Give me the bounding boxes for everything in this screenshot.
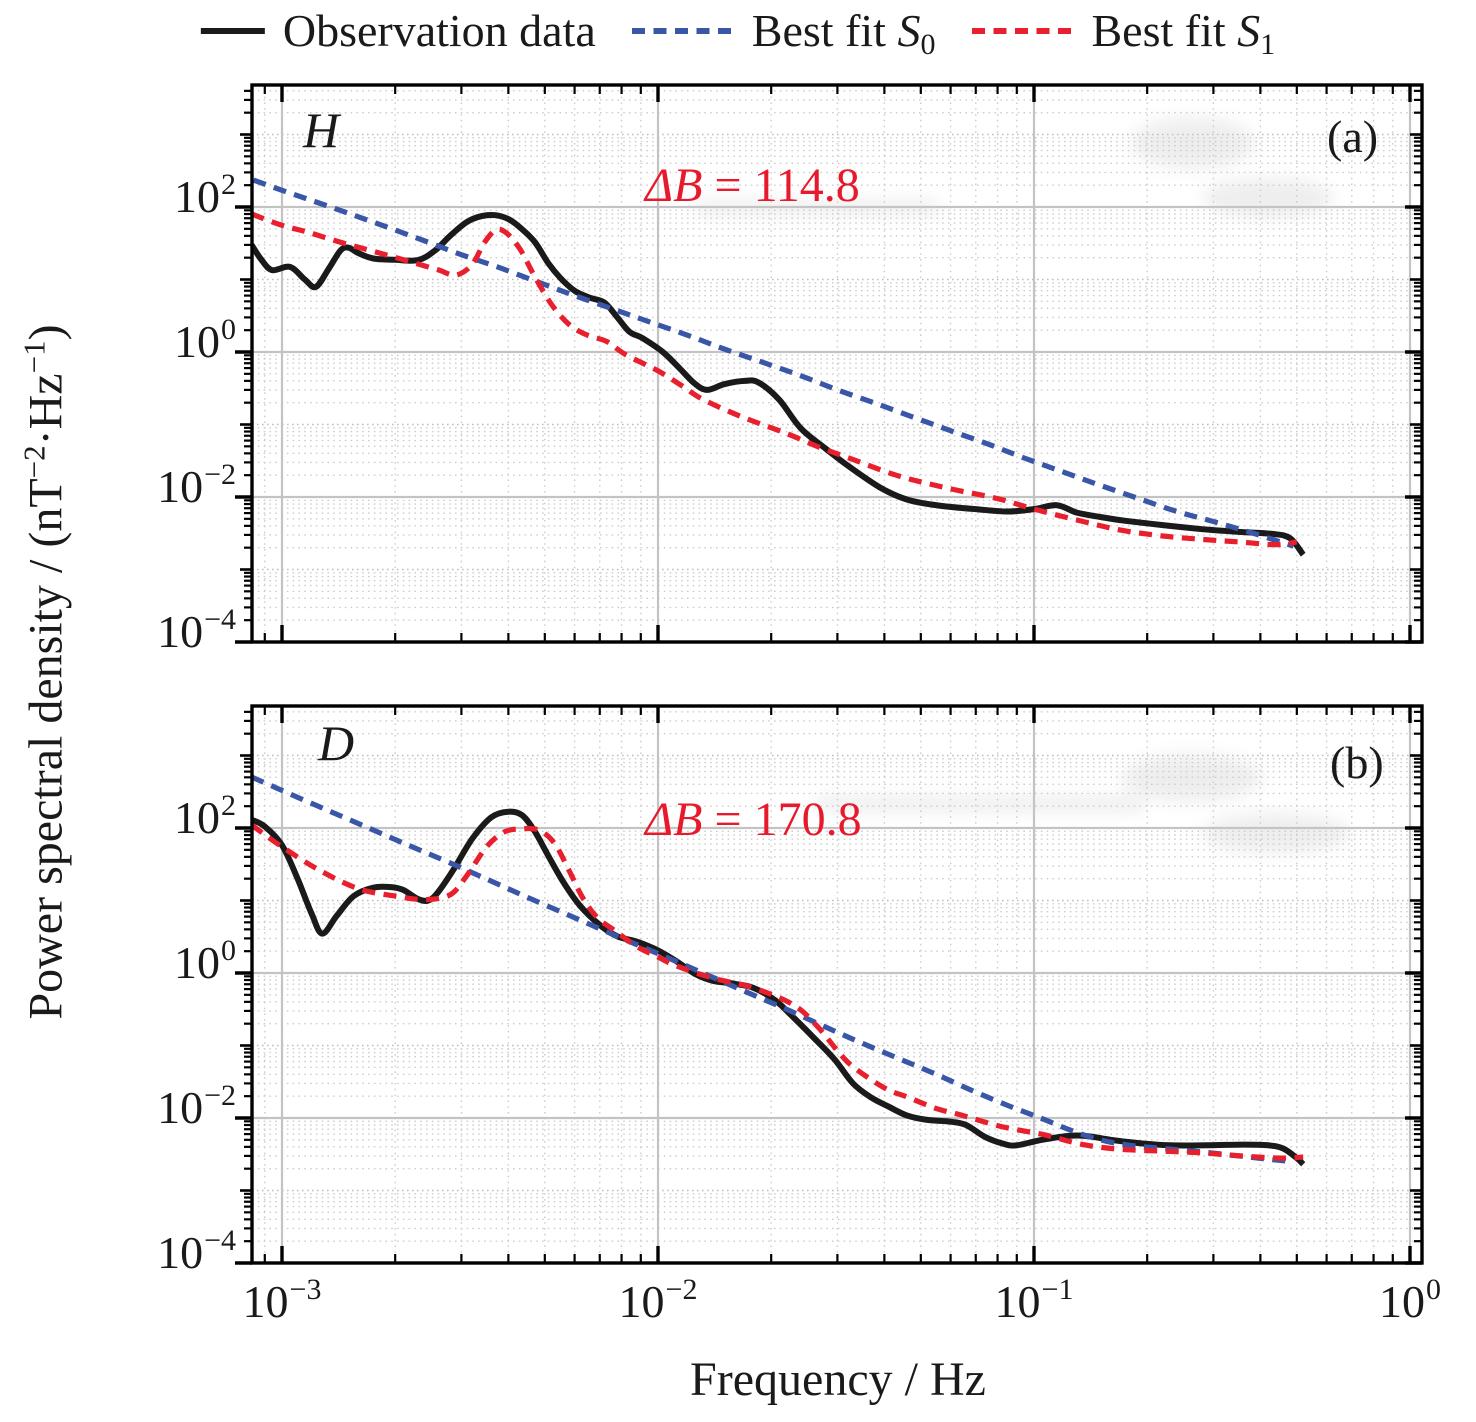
series-group-a bbox=[253, 177, 1306, 557]
smudge-artifacts-b bbox=[815, 754, 1350, 853]
y-tick-label-b-0: 102 bbox=[174, 789, 236, 843]
legend-item-best-fit-s0: Best fit S0 bbox=[631, 4, 936, 62]
component-label-d: D bbox=[318, 715, 355, 771]
legend-label-best-fit-s0: Best fit S0 bbox=[751, 5, 936, 62]
panel-letter-a: (a) bbox=[1327, 111, 1379, 162]
legend-dashed-line-red-icon bbox=[971, 27, 1074, 34]
odd-decade-grid-b bbox=[252, 754, 1422, 1192]
series-observation-data-b bbox=[253, 808, 1306, 1167]
x-axis-title: Frequency / Hz bbox=[690, 1353, 986, 1406]
x-tick-label-3: 100 bbox=[1379, 1273, 1441, 1327]
legend-label-best-fit-s1: Best fit S1 bbox=[1091, 5, 1276, 62]
legend-solid-line-icon bbox=[200, 27, 265, 34]
delta-b-annotation-a: ΔB = 114.8 bbox=[645, 159, 860, 212]
legend: Observation data Best fit S0 Best fit S1 bbox=[200, 4, 1276, 62]
component-label-h: H bbox=[303, 102, 340, 158]
y-tick-label-a-1: 100 bbox=[174, 313, 236, 367]
panel-b bbox=[235, 704, 1424, 1265]
panel-a bbox=[235, 83, 1424, 644]
legend-label-observation: Observation data bbox=[282, 5, 596, 56]
delta-b-annotation-b: ΔB = 170.8 bbox=[645, 793, 862, 846]
x-tick-label-1: 10−2 bbox=[618, 1273, 698, 1327]
series-best-fit-s1-b bbox=[253, 822, 1304, 1161]
y-tick-label-b-3: 10−4 bbox=[157, 1224, 236, 1278]
panel-letter-b: (b) bbox=[1330, 737, 1384, 788]
legend-dashed-line-blue-icon bbox=[631, 27, 734, 34]
y-tick-label-a-0: 102 bbox=[174, 168, 236, 222]
y-axis-title: Power spectral density / (nT−2·Hz−1) bbox=[16, 324, 73, 1020]
x-tick-label-2: 10−1 bbox=[994, 1273, 1074, 1327]
y-tick-label-a-3: 10−4 bbox=[157, 603, 236, 657]
series-group-b bbox=[253, 774, 1306, 1167]
y-tick-label-b-2: 10−2 bbox=[157, 1079, 236, 1133]
legend-item-best-fit-s1: Best fit S1 bbox=[971, 4, 1276, 62]
series-observation-data-a bbox=[253, 211, 1306, 557]
ticks-b bbox=[235, 706, 1422, 1265]
y-tick-label-b-1: 100 bbox=[174, 934, 236, 988]
x-tick-label-0: 10−3 bbox=[242, 1273, 322, 1327]
smudge-artifacts-a bbox=[695, 117, 1334, 218]
series-best-fit-s0-a bbox=[253, 177, 1295, 549]
series-best-fit-s1-a bbox=[253, 211, 1298, 548]
odd-decade-grid-a bbox=[252, 133, 1422, 571]
series-best-fit-s0-b bbox=[253, 774, 1294, 1165]
legend-item-observation: Observation data bbox=[200, 4, 596, 57]
ticks-a bbox=[235, 85, 1422, 644]
y-tick-label-a-2: 10−2 bbox=[157, 458, 236, 512]
